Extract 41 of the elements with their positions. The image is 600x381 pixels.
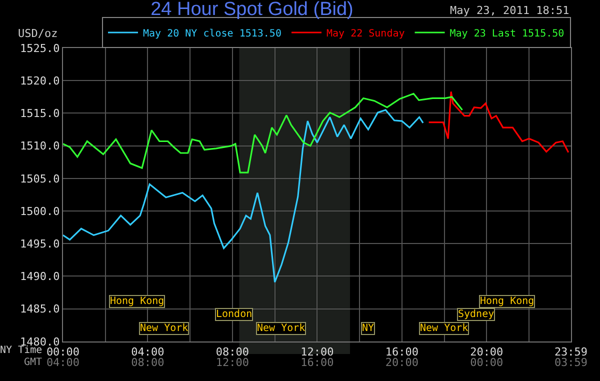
legend-label: May 20 NY close 1513.50 [143, 28, 282, 40]
x2-tick-label: 12:00 [216, 356, 250, 369]
x2-tick-label: 20:00 [385, 356, 418, 369]
x-tick-label: 12:00 [300, 346, 334, 359]
x2-tick-label: 03:59 [554, 356, 588, 369]
x2-tick-label: 16:00 [300, 356, 334, 369]
x2-tick-label: 04:00 [46, 356, 80, 369]
annotation: London [216, 309, 252, 320]
annotation: Hong Kong [480, 296, 534, 307]
chart-subtitle: May 23, 2011 18:51 [450, 4, 570, 17]
line-series [428, 90, 570, 154]
chart-title: 24 Hour Spot Gold (Bid) [150, 0, 354, 20]
annotation: New York [420, 323, 468, 334]
y-tick-label: 1505.0 [20, 172, 60, 186]
x2-tick-label: 08:00 [131, 356, 164, 369]
line-series [63, 92, 464, 174]
x-tick-label: 20:00 [470, 346, 504, 359]
y-tick-label: 1510.0 [20, 140, 60, 153]
line-series [63, 109, 424, 283]
y-tick-label: 1490.0 [20, 270, 60, 284]
annotation: Sydney [458, 309, 494, 320]
annotation: New York [140, 323, 188, 334]
annotation: New York [257, 323, 306, 334]
y-tick-label: 1495.0 [20, 237, 60, 250]
x2-tick-label: 00:00 [470, 356, 504, 369]
x2-axis-title: GMT [24, 357, 42, 368]
y-tick-label: 1515.0 [20, 107, 60, 120]
legend-label: May 23 Last 1515.50 [450, 28, 564, 40]
annotation: Hong Kong [110, 296, 164, 307]
y-tick-label: 1500.0 [20, 204, 60, 218]
x-tick-label: 00:00 [46, 346, 80, 359]
x-tick-label: 08:00 [216, 346, 250, 359]
legend-label: May 22 Sunday [326, 28, 405, 40]
annotation: NY [362, 323, 374, 334]
x-tick-label: 16:00 [385, 346, 418, 359]
x-tick-label: 23:59 [554, 346, 588, 359]
y-tick-label: 1520.0 [20, 74, 60, 88]
y-axis-title: USD/oz [18, 27, 58, 40]
y-tick-label: 1525.0 [20, 42, 60, 55]
y-tick-label: 1485.0 [20, 302, 60, 316]
x-tick-label: 04:00 [131, 346, 164, 359]
